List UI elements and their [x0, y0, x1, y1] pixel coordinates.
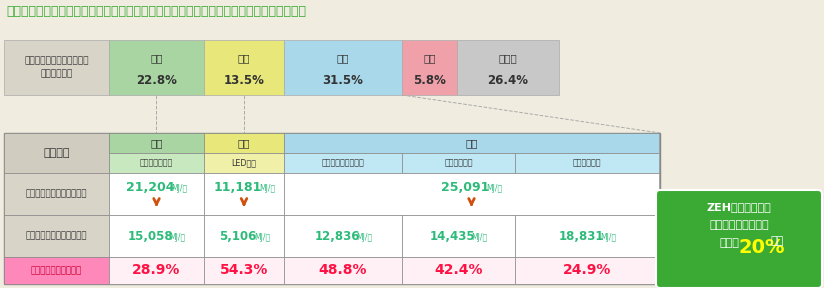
Text: 14,435: 14,435 [429, 230, 475, 242]
Bar [515, 153, 659, 173]
Text: 25,091: 25,091 [442, 181, 489, 194]
Text: 住宅の年間消費エネルギー割合（上表）・各設備の基準一次エネルギー削減効果（下表）: 住宅の年間消費エネルギー割合（上表）・各設備の基準一次エネルギー削減効果（下表） [6, 5, 306, 18]
Text: 21,204: 21,204 [126, 181, 175, 194]
Text: 20%: 20% [739, 238, 785, 257]
Bar [284, 40, 402, 95]
Text: 5.8%: 5.8% [413, 74, 446, 87]
Bar [402, 215, 515, 257]
Bar [4, 257, 109, 284]
Bar [204, 133, 284, 153]
Text: 12,836: 12,836 [314, 230, 360, 242]
Text: 26.4%: 26.4% [488, 74, 528, 87]
Text: エコキュート: エコキュート [444, 158, 473, 168]
Text: 給湯: 給湯 [337, 53, 349, 63]
Text: 給湯: 給湯 [466, 138, 478, 148]
Text: 5,106: 5,106 [219, 230, 257, 242]
Text: 住宅の年間一次エネルギー
消費量の割合: 住宅の年間一次エネルギー 消費量の割合 [24, 56, 89, 79]
Bar [457, 40, 559, 95]
Text: 24.9%: 24.9% [563, 264, 611, 278]
Text: 11,181: 11,181 [213, 181, 262, 194]
Text: 15,058: 15,058 [128, 230, 173, 242]
Bar [109, 133, 204, 153]
Text: MJ/年: MJ/年 [171, 184, 188, 193]
Text: 54.3%: 54.3% [220, 264, 268, 278]
Bar [4, 173, 109, 215]
Bar [284, 215, 402, 257]
Bar [284, 133, 659, 153]
Bar [109, 173, 204, 215]
Bar [4, 40, 109, 95]
Text: 22.8%: 22.8% [136, 74, 177, 87]
Text: 設計一次エネルギー消費量: 設計一次エネルギー消費量 [26, 232, 87, 240]
Text: 空調: 空調 [150, 53, 163, 63]
Text: MJ/年: MJ/年 [471, 232, 488, 242]
Bar [515, 257, 659, 284]
Bar [284, 153, 402, 173]
Bar [284, 257, 402, 284]
Text: 28.9%: 28.9% [133, 264, 180, 278]
Text: 31.5%: 31.5% [322, 74, 363, 87]
Text: LED照明: LED照明 [232, 158, 256, 168]
Bar [4, 215, 109, 257]
Text: 評価項目: 評価項目 [43, 148, 70, 158]
Bar [402, 40, 457, 95]
Text: MJ/年: MJ/年 [486, 184, 503, 193]
Bar [109, 40, 204, 95]
Bar [109, 257, 204, 284]
Bar [204, 153, 284, 173]
Text: ZEH実現のために: ZEH実現のために [707, 202, 771, 212]
Text: その他: その他 [499, 53, 517, 63]
Text: MJ/年: MJ/年 [259, 184, 275, 193]
Text: 18,831: 18,831 [558, 230, 604, 242]
Bar [515, 215, 659, 257]
Text: ハイブリッド給湯器: ハイブリッド給湯器 [321, 158, 364, 168]
FancyBboxPatch shape [656, 190, 822, 288]
Text: 照明: 照明 [238, 138, 250, 148]
Text: 空調: 空調 [150, 138, 163, 148]
Text: 高効率エアコン: 高効率エアコン [140, 158, 173, 168]
Text: 各設備を組み合わせ: 各設備を組み合わせ [709, 220, 769, 230]
Bar [4, 133, 109, 173]
Text: 基準一次エネルギー消費量: 基準一次エネルギー消費量 [26, 190, 87, 198]
Text: 照明: 照明 [238, 53, 250, 63]
Text: 換気: 換気 [424, 53, 436, 63]
Bar [402, 257, 515, 284]
Text: MJ/年: MJ/年 [254, 232, 270, 242]
Text: 一次エネルギー削減率: 一次エネルギー削減率 [30, 266, 82, 275]
Text: 全体の: 全体の [719, 238, 739, 248]
Bar [402, 153, 515, 173]
Bar [109, 215, 204, 257]
Bar [204, 215, 284, 257]
Bar [4, 133, 660, 284]
Text: MJ/年: MJ/年 [600, 232, 616, 242]
Bar [204, 257, 284, 284]
Text: 42.4%: 42.4% [434, 264, 483, 278]
Text: 削減: 削減 [771, 236, 784, 246]
Bar [204, 173, 284, 215]
Bar [284, 173, 659, 215]
Bar [204, 40, 284, 95]
Text: MJ/年: MJ/年 [170, 232, 186, 242]
Text: MJ/年: MJ/年 [356, 232, 372, 242]
Text: エコジョーズ: エコジョーズ [573, 158, 602, 168]
Text: 48.8%: 48.8% [319, 264, 368, 278]
Bar [109, 153, 204, 173]
Text: 13.5%: 13.5% [223, 74, 265, 87]
